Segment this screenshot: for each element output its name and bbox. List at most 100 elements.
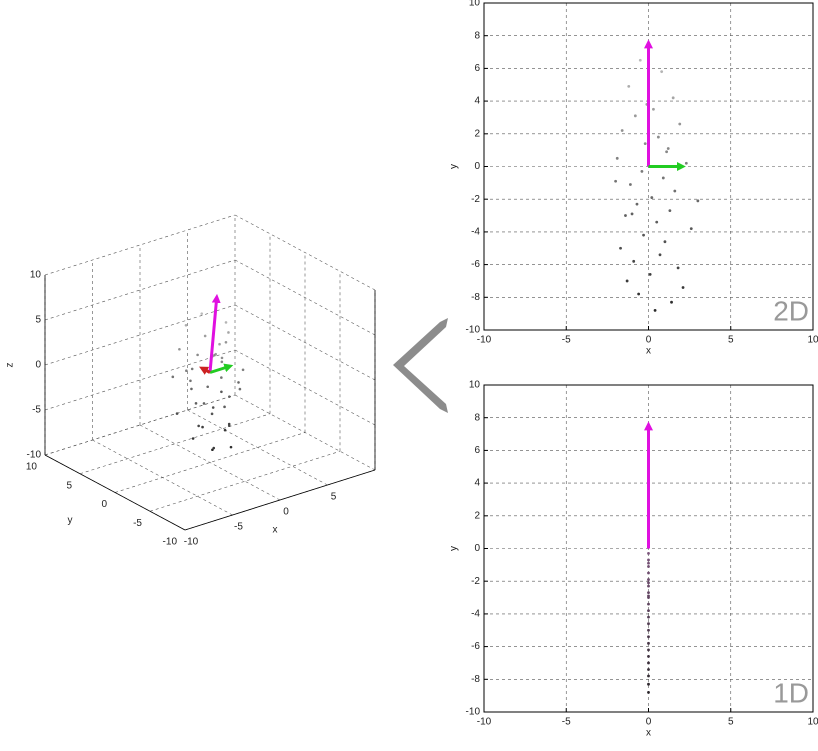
- point: [191, 437, 195, 440]
- y-tick-label: -4: [471, 227, 480, 238]
- vector-arrow: [199, 366, 211, 375]
- point: [627, 84, 631, 88]
- point: [647, 602, 650, 606]
- z-tick-label: -10: [27, 450, 42, 461]
- point: [190, 367, 194, 371]
- y-tick-label: 2: [474, 510, 480, 521]
- point: [648, 273, 652, 276]
- y-tick-label: 5: [66, 480, 72, 491]
- y-tick-label: 8: [474, 412, 480, 423]
- y-tick-label: 4: [474, 478, 480, 489]
- y-tick-label: -2: [471, 576, 480, 587]
- point: [224, 321, 228, 324]
- point: [647, 628, 650, 632]
- point: [647, 661, 650, 665]
- x-tick-label: 0: [646, 335, 652, 346]
- grid-line: [234, 394, 376, 471]
- x-axis-label: x: [646, 346, 651, 357]
- y-tick-label: 6: [474, 63, 480, 74]
- y-tick-label: -4: [471, 609, 480, 620]
- grid-line: [187, 409, 328, 486]
- vector-arrow: [208, 293, 221, 373]
- plot-frame: [483, 2, 814, 331]
- x-tick-label: 5: [728, 335, 734, 346]
- point: [632, 259, 636, 263]
- point: [619, 246, 622, 250]
- y-tick-label: -10: [466, 325, 481, 336]
- point: [673, 189, 677, 193]
- point: [202, 402, 206, 405]
- x-tick-label: -5: [562, 717, 571, 728]
- point: [665, 150, 668, 154]
- point: [241, 368, 245, 372]
- x-axis-label: x: [646, 728, 651, 739]
- x-tick-label: 10: [807, 717, 818, 728]
- point: [624, 214, 627, 217]
- point: [189, 379, 192, 383]
- x-axis-label: x: [273, 525, 278, 536]
- x-tick-label: -10: [184, 537, 199, 548]
- y-tick-label: 10: [469, 380, 481, 391]
- y-tick-label: 10: [26, 462, 38, 473]
- point: [218, 342, 221, 346]
- point: [653, 308, 657, 312]
- point: [647, 552, 650, 555]
- point: [647, 648, 650, 652]
- point: [184, 323, 188, 327]
- point: [640, 170, 644, 173]
- point: [223, 405, 226, 409]
- point: [224, 340, 228, 344]
- point: [681, 286, 685, 289]
- grid-line: [149, 450, 341, 512]
- x-tick-label: -10: [477, 717, 492, 728]
- point: [175, 412, 179, 415]
- x-tick-label: -5: [562, 335, 571, 346]
- point: [647, 571, 650, 575]
- point: [647, 655, 650, 658]
- point: [197, 424, 200, 428]
- point: [229, 445, 233, 449]
- z-tick-label: 5: [35, 315, 41, 326]
- point: [620, 129, 624, 132]
- point: [633, 114, 637, 118]
- z-tick-label: 0: [35, 360, 41, 371]
- z-tick-label: -5: [32, 405, 41, 416]
- y-tick-label: -10: [466, 707, 481, 718]
- y-tick-label: -8: [471, 674, 480, 685]
- vector-arrow: [209, 363, 234, 374]
- point: [647, 674, 650, 678]
- x-tick-label: -5: [234, 522, 243, 533]
- point: [670, 300, 673, 304]
- point: [647, 668, 650, 671]
- point: [658, 253, 662, 257]
- point: [647, 594, 650, 598]
- point: [637, 292, 641, 296]
- grid-line: [234, 214, 376, 291]
- point: [647, 641, 650, 645]
- point: [647, 609, 650, 613]
- point: [663, 240, 667, 244]
- point: [201, 425, 204, 429]
- y-axis-label: y: [449, 164, 460, 169]
- point: [647, 682, 650, 686]
- x-tick-label: 10: [807, 335, 818, 346]
- point: [642, 233, 645, 237]
- point: [237, 381, 240, 384]
- point: [203, 334, 207, 338]
- grid-line: [79, 413, 271, 475]
- y-tick-label: 0: [101, 499, 107, 510]
- point: [676, 266, 680, 270]
- z-axis-label: z: [5, 363, 16, 368]
- x-tick-label: 5: [331, 492, 337, 503]
- point: [647, 565, 650, 568]
- point: [661, 176, 665, 180]
- point: [635, 202, 639, 206]
- panel-label: 2D: [773, 295, 809, 326]
- y-tick-label: -6: [471, 641, 480, 652]
- y-tick-label: -5: [133, 518, 142, 529]
- y-tick-label: 6: [474, 445, 480, 456]
- point: [630, 212, 634, 216]
- point: [614, 179, 617, 183]
- point: [220, 360, 224, 364]
